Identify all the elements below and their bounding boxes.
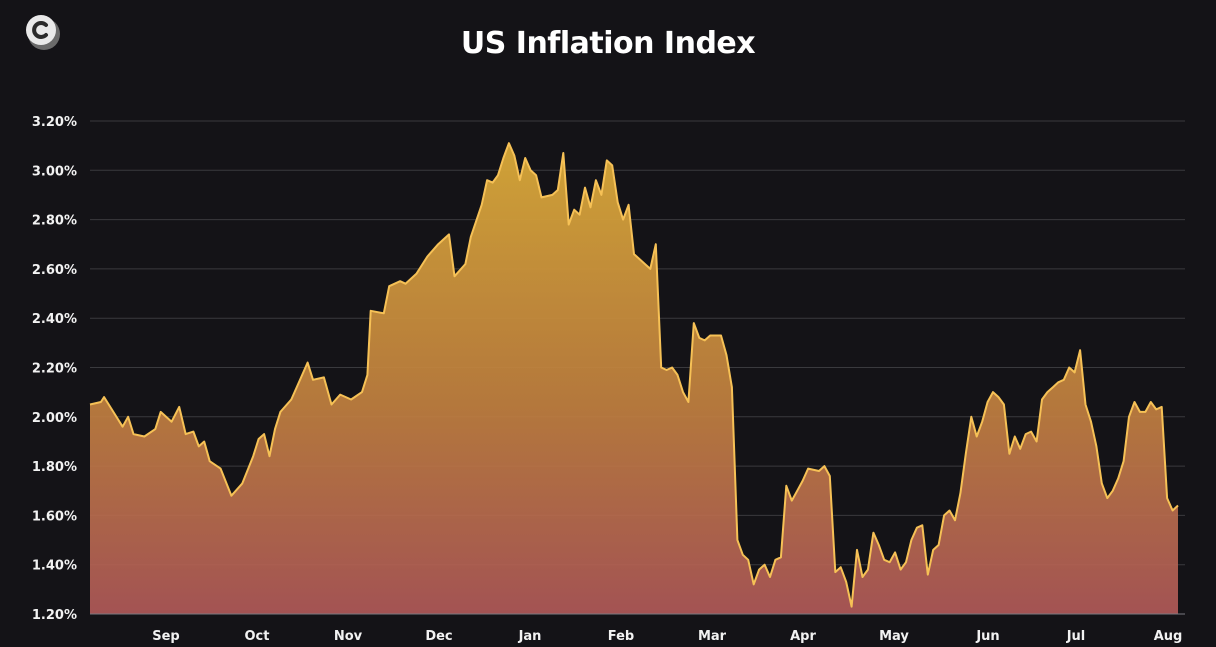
x-tick-label: Sep: [152, 629, 180, 644]
y-axis: 1.20% 1.40% 1.60% 1.80% 2.00% 2.20% 2.40% 2.60%…: [32, 115, 77, 623]
y-tick-label: 2.40%: [32, 312, 77, 327]
x-tick-label: Feb: [608, 629, 634, 644]
x-tick-label: Nov: [334, 629, 363, 644]
series-area: [90, 143, 1178, 614]
x-tick-label: Mar: [698, 629, 727, 644]
x-tick-label: Jun: [975, 629, 999, 644]
x-tick-label: Apr: [790, 629, 816, 644]
y-tick-label: 3.00%: [32, 164, 77, 179]
x-tick-label: Dec: [425, 629, 452, 644]
plot-area: [89, 142, 1185, 615]
y-tick-label: 2.60%: [32, 263, 77, 278]
y-tick-label: 2.80%: [32, 214, 77, 229]
brand-logo-icon: [26, 15, 60, 50]
y-tick-label: 2.00%: [32, 411, 77, 426]
x-tick-label: Oct: [245, 629, 270, 644]
chart-title: US Inflation Index: [460, 26, 756, 61]
x-tick-label: Aug: [1154, 629, 1183, 644]
x-tick-label: Jan: [518, 629, 542, 644]
y-tick-label: 1.80%: [32, 460, 77, 475]
x-tick-label: Jul: [1066, 629, 1086, 644]
y-tick-label: 2.20%: [32, 362, 77, 377]
y-tick-label: 1.40%: [32, 559, 77, 574]
series-line: [89, 142, 1179, 608]
y-tick-label: 1.60%: [32, 509, 77, 524]
y-tick-label: 1.20%: [32, 608, 77, 623]
y-tick-label: 3.20%: [32, 115, 77, 130]
x-axis: Sep Oct Nov Dec Jan Feb Mar Apr May Jun Jul Aug: [152, 629, 1182, 644]
x-tick-label: May: [879, 629, 909, 644]
